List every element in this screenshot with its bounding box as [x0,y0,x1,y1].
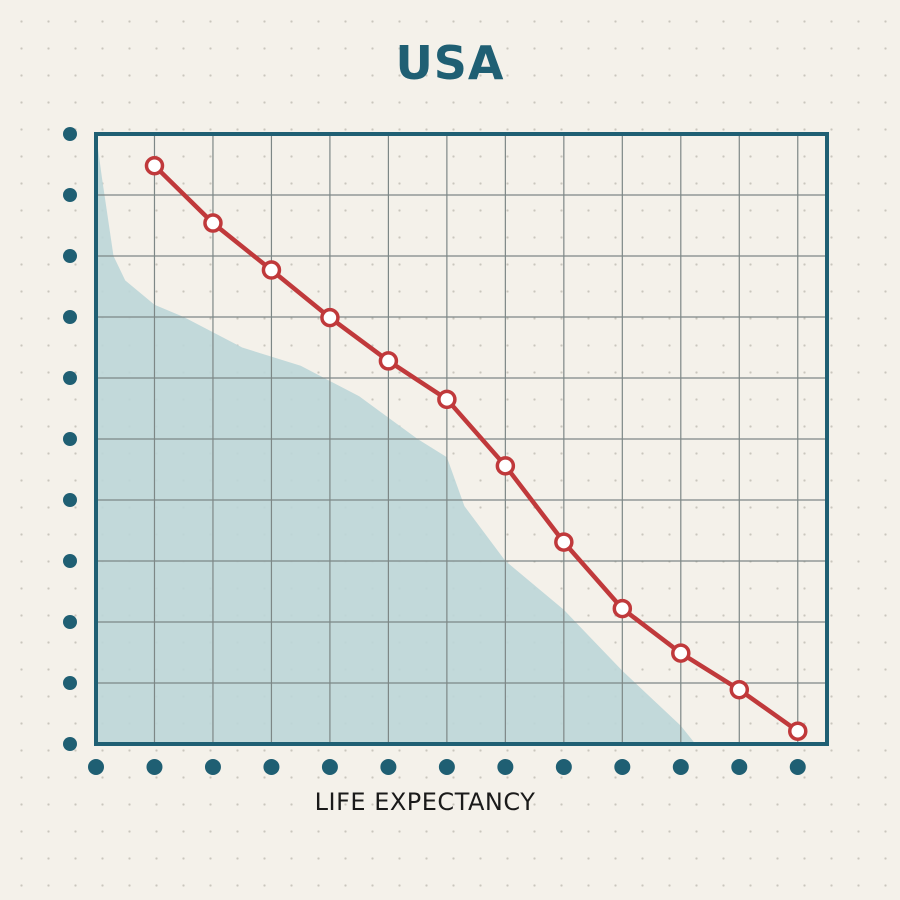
x-tick-dot-6 [438,759,455,775]
x-tick-layer [88,759,806,775]
x-tick-dot-0 [88,759,104,775]
y-tick-dot-2 [63,615,77,629]
y-tick-dot-3 [63,554,77,568]
data-point-1 [144,155,165,176]
y-tick-dot-5 [63,432,77,446]
y-tick-dot-7 [63,310,77,324]
data-point-12 [788,721,808,741]
plot-frame [94,132,829,746]
x-tick-dot-1 [146,759,163,775]
y-tick-layer [63,127,77,751]
x-tick-dot-4 [321,759,338,775]
x-axis-label: LIFE EXPECTANCY [314,788,536,816]
y-tick-dot-8 [63,249,77,263]
chart-title: USA [395,36,505,90]
x-tick-dot-11 [731,759,748,775]
y-tick-dot-6 [63,371,77,385]
x-tick-dot-12 [789,759,806,775]
data-point-2 [203,213,223,233]
data-point-11 [729,679,750,700]
y-tick-dot-1 [63,676,77,690]
point-layer [144,155,808,741]
grid-layer [96,134,827,744]
x-tick-dot-8 [555,759,572,775]
y-tick-dot-10 [63,127,77,141]
y-tick-dot-4 [63,493,77,507]
x-tick-dot-5 [380,759,397,775]
x-tick-dot-10 [672,759,689,775]
y-tick-dot-9 [63,188,77,202]
data-point-10 [671,643,691,663]
line-layer [152,163,801,734]
series-line [152,163,801,734]
x-tick-dot-3 [263,759,280,775]
data-point-4 [320,307,340,328]
data-point-3 [261,260,282,280]
data-point-9 [612,598,633,619]
data-point-5 [378,351,399,371]
data-point-8 [554,532,574,552]
x-tick-dot-9 [614,759,631,775]
data-point-6 [437,389,457,410]
x-tick-dot-7 [497,759,514,775]
data-point-7 [495,456,516,476]
y-tick-dot-0 [63,737,77,751]
x-tick-dot-2 [204,759,221,775]
